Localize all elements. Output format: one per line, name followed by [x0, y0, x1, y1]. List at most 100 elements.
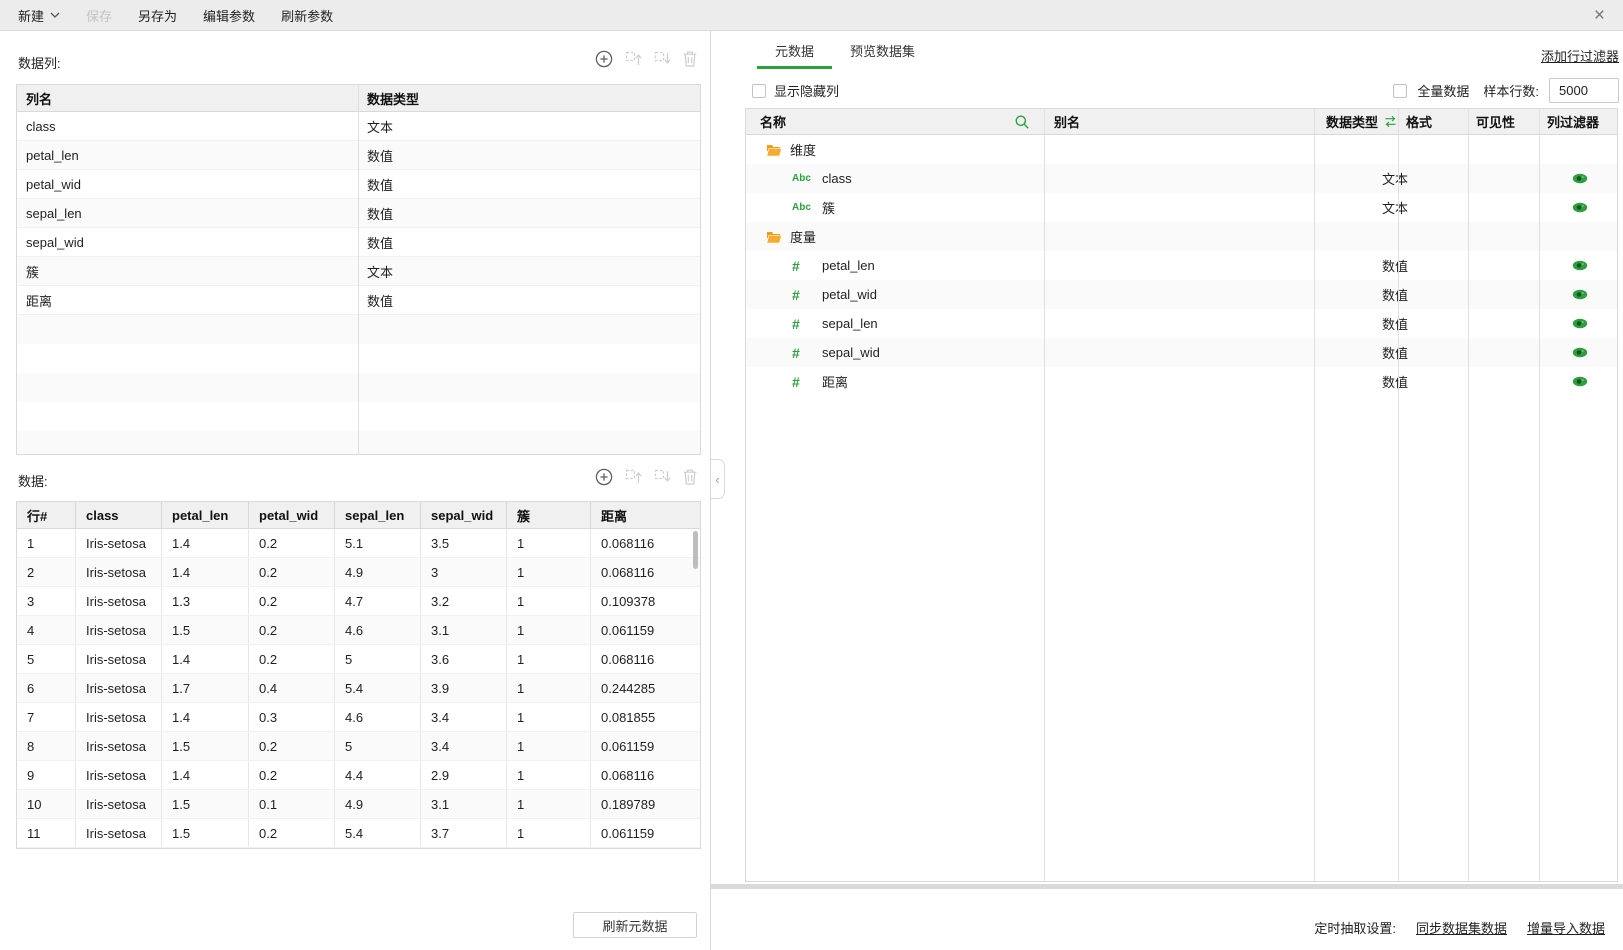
table-row[interactable]: 8 Iris-setosa 1.5 0.2 5 3.4 1 0.061159 [17, 732, 700, 761]
eye-icon[interactable] [1572, 289, 1588, 300]
table-cell: 1 [507, 558, 591, 586]
column-header: class [76, 502, 162, 528]
metadata-grid: 名称 别名 数据类型 格式 可见性 列过滤器 维度 Abc class 文本 [745, 108, 1618, 882]
eye-icon[interactable] [1572, 202, 1588, 213]
table-cell: 1.4 [162, 761, 249, 789]
eye-icon[interactable] [1572, 376, 1588, 387]
incremental-import-link[interactable]: 增量导入数据 [1526, 921, 1605, 936]
table-cell: 1 [507, 703, 591, 731]
sample-rows-input[interactable] [1549, 78, 1619, 103]
table-cell: 距离 [26, 293, 53, 309]
table-row[interactable]: 5 Iris-setosa 1.4 0.2 5 3.6 1 0.068116 [17, 645, 700, 674]
sync-dataset-link[interactable]: 同步数据集数据 [1415, 921, 1507, 936]
tree-row-measure-folder[interactable]: 度量 [746, 222, 1617, 251]
trash-icon [682, 468, 698, 486]
eye-icon[interactable] [1572, 318, 1588, 329]
table-row[interactable]: 1 Iris-setosa 1.4 0.2 5.1 3.5 1 0.068116 [17, 529, 700, 558]
table-cell: 3.4 [421, 703, 507, 731]
column-header: 距离 [601, 508, 628, 524]
convert-type-icon[interactable] [1383, 115, 1398, 128]
table-cell: 0.061159 [601, 738, 655, 754]
table-row[interactable]: 4 Iris-setosa 1.5 0.2 4.6 3.1 1 0.061159 [17, 616, 700, 645]
insert-row-below-icon [653, 50, 671, 68]
menu-new-button[interactable]: 新建 [18, 6, 60, 25]
eye-icon[interactable] [1572, 260, 1588, 271]
menu-new-label: 新建 [18, 8, 45, 24]
table-cell: 4 [17, 616, 76, 644]
tree-row-field-petal-len[interactable]: # petal_len 数值 [746, 251, 1617, 280]
table-cell: 1 [507, 587, 591, 615]
table-cell: 数值 [367, 293, 394, 309]
columns-toolbar [595, 50, 698, 68]
table-row[interactable]: 6 Iris-setosa 1.7 0.4 5.4 3.9 1 0.244285 [17, 674, 700, 703]
field-tree: 维度 Abc class 文本 Abc 簇 文本 度量 [746, 135, 1617, 396]
tree-row-field-distance[interactable]: # 距离 数值 [746, 367, 1617, 396]
table-cell: 2 [17, 558, 76, 586]
eye-icon[interactable] [1572, 173, 1588, 184]
tree-row-field-sepal-len[interactable]: # sepal_len 数值 [746, 309, 1617, 338]
table-cell: 数值 [367, 206, 394, 222]
table-row[interactable]: 9 Iris-setosa 1.4 0.2 4.4 2.9 1 0.068116 [17, 761, 700, 790]
table-row[interactable]: 7 Iris-setosa 1.4 0.3 4.6 3.4 1 0.081855 [17, 703, 700, 732]
extract-settings-footer: 定时抽取设置: 同步数据集数据 增量导入数据 [1314, 918, 1605, 937]
tree-row-field-class[interactable]: Abc class 文本 [746, 164, 1617, 193]
search-icon[interactable] [1014, 114, 1030, 130]
folder-icon [766, 143, 782, 157]
table-cell: 1.7 [162, 674, 249, 702]
table-cell: 5.4 [335, 819, 421, 847]
number-type-icon: # [792, 373, 800, 390]
table-cell: 文本 [367, 119, 394, 135]
table-cell: 1 [17, 529, 76, 557]
menu-save-as-button[interactable]: 另存为 [138, 8, 178, 24]
table-cell: Iris-setosa [76, 732, 162, 760]
table-cell: 4.9 [335, 558, 421, 586]
horizontal-scrollbar[interactable] [711, 884, 1623, 889]
table-cell: 0.1 [249, 790, 335, 818]
table-cell: 0.109378 [601, 593, 656, 609]
table-row[interactable]: 11 Iris-setosa 1.5 0.2 5.4 3.7 1 0.061159 [17, 819, 700, 848]
table-cell: Iris-setosa [76, 587, 162, 615]
full-data-checkbox[interactable] [1393, 83, 1408, 98]
table-cell: petal_len [26, 147, 79, 163]
table-cell: 0.2 [249, 587, 335, 615]
table-cell: 4.9 [335, 790, 421, 818]
eye-icon[interactable] [1572, 347, 1588, 358]
tab-preview-dataset[interactable]: 预览数据集 [850, 43, 916, 59]
field-dtype: 文本 [1382, 172, 1409, 187]
field-dtype: 数值 [1382, 317, 1409, 332]
menu-refresh-params-button[interactable]: 刷新参数 [281, 8, 334, 24]
table-row[interactable]: 2 Iris-setosa 1.4 0.2 4.9 3 1 0.068116 [17, 558, 700, 587]
table-cell: 0.2 [249, 529, 335, 557]
table-cell: 3 [421, 558, 507, 586]
tree-row-field-sepal-wid[interactable]: # sepal_wid 数值 [746, 338, 1617, 367]
table-cell: 8 [17, 732, 76, 760]
table-cell: 10 [17, 790, 76, 818]
table-cell: 0.2 [249, 558, 335, 586]
add-row-icon[interactable] [595, 468, 613, 486]
show-hidden-checkbox[interactable] [752, 83, 766, 98]
table-cell: 3.6 [421, 645, 507, 673]
vertical-scrollbar-thumb[interactable] [693, 531, 698, 569]
table-row[interactable]: 10 Iris-setosa 1.5 0.1 4.9 3.1 1 0.189789 [17, 790, 700, 819]
tree-row-field-cluster[interactable]: Abc 簇 文本 [746, 193, 1617, 222]
tree-row-dimension-folder[interactable]: 维度 [746, 135, 1617, 164]
tab-metadata[interactable]: 元数据 [757, 31, 833, 69]
column-header: 列名 [26, 91, 53, 107]
table-cell: 3.9 [421, 674, 507, 702]
close-icon[interactable]: × [1593, 4, 1605, 26]
collapse-panel-handle[interactable]: ‹ [711, 459, 725, 499]
tree-row-field-petal-wid[interactable]: # petal_wid 数值 [746, 280, 1617, 309]
table-cell: 5 [17, 645, 76, 673]
table-cell: 1.4 [162, 529, 249, 557]
refresh-metadata-button[interactable]: 刷新元数据 [573, 912, 697, 938]
table-cell: 数值 [367, 177, 394, 193]
table-cell: 文本 [367, 264, 394, 280]
menu-edit-params-button[interactable]: 编辑参数 [203, 8, 256, 24]
add-row-icon[interactable] [595, 50, 613, 68]
table-cell: 3 [17, 587, 76, 615]
table-row[interactable]: 3 Iris-setosa 1.3 0.2 4.7 3.2 1 0.109378 [17, 587, 700, 616]
grid-header-row: 名称 别名 数据类型 格式 可见性 列过滤器 [746, 109, 1617, 135]
add-row-filter-link[interactable]: 添加行过滤器 [1540, 49, 1619, 64]
column-header: 数据类型 [367, 91, 420, 107]
table-cell: 1.5 [162, 616, 249, 644]
